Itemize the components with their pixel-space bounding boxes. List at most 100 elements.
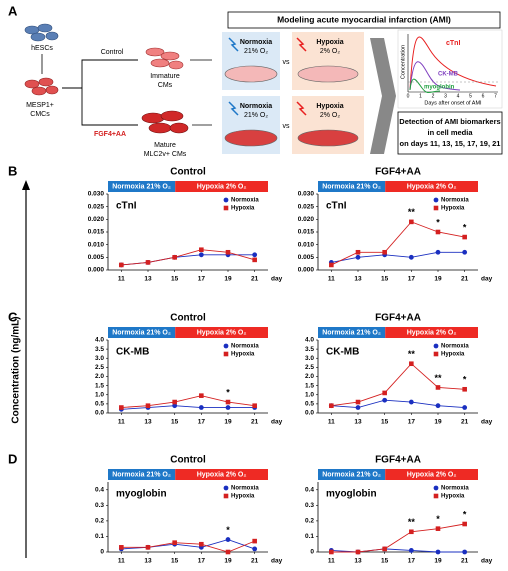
point: [408, 548, 414, 553]
y-tick-label: 0.4: [95, 486, 104, 493]
point: [329, 403, 334, 408]
legend-marker: [223, 343, 229, 349]
immature-cells: [145, 47, 184, 70]
inset-tick-label: 0: [407, 93, 410, 99]
legend-marker: [223, 351, 229, 357]
label: vs: [283, 123, 291, 130]
series-line: [331, 221, 465, 266]
x-tick-label: 17: [408, 276, 416, 283]
point: [355, 549, 361, 555]
y-tick-label: 0.1: [95, 533, 104, 540]
inset-tick-label: 1: [419, 93, 422, 99]
y-tick-label: 0.015: [298, 229, 315, 236]
x-tick-label: 13: [354, 276, 362, 283]
label: myoglobin: [424, 85, 455, 91]
x-tick-label: 11: [328, 419, 335, 426]
legend-label: Hypoxia: [441, 352, 465, 358]
phase-label: Normoxia 21% O₂: [322, 471, 381, 478]
point: [462, 521, 467, 527]
x-unit: day: [271, 558, 283, 565]
significance: *: [463, 222, 467, 232]
legend-marker: [223, 485, 229, 491]
legend-label: Hypoxia: [231, 206, 255, 212]
y-tick-label: 0.1: [305, 533, 314, 540]
series-line: [331, 251, 465, 263]
x-tick-label: 21: [251, 419, 259, 426]
significance: *: [226, 525, 230, 535]
y-tick-label: 0: [100, 549, 104, 556]
point: [329, 549, 334, 555]
y-tick-label: 3.0: [305, 355, 314, 362]
point: [225, 399, 231, 405]
label: MESP1+: [26, 102, 54, 109]
point: [462, 405, 468, 410]
legend-marker: [223, 197, 229, 203]
label: vs: [283, 59, 291, 66]
branch-arrows: [62, 59, 138, 126]
point: [198, 405, 204, 410]
y-tick-label: 0.020: [298, 216, 315, 223]
point: [252, 546, 258, 552]
point: [462, 234, 467, 240]
point: [225, 549, 231, 555]
legend-label: Hypoxia: [231, 352, 255, 358]
significance: **: [408, 349, 416, 359]
phase-label: Hypoxia 2% O₂: [407, 329, 457, 336]
legend-marker: [223, 493, 229, 499]
point: [225, 405, 231, 410]
point: [145, 260, 151, 265]
legend-marker: [223, 205, 229, 211]
significance: *: [463, 375, 467, 385]
y-tick-label: 4.0: [95, 337, 104, 344]
point: [355, 249, 361, 255]
series-line: [331, 523, 465, 553]
label: Mature: [154, 142, 176, 149]
legend-marker: [433, 493, 439, 499]
point: [199, 247, 204, 253]
label: Normoxia: [240, 103, 272, 110]
legend-label: Normoxia: [231, 486, 259, 492]
x-tick-label: 15: [381, 558, 389, 565]
point: [119, 405, 124, 410]
y-tick-label: 0.000: [298, 267, 315, 274]
legend-marker: [433, 343, 439, 349]
inset-tick-label: 6: [482, 93, 485, 99]
x-tick-label: 15: [381, 419, 389, 426]
series-line: [331, 399, 465, 408]
y-tick-label: 1.5: [95, 382, 104, 389]
x-tick-label: 15: [171, 276, 179, 283]
inset-ticks: 0 1 2 3 4 5 6 7: [407, 93, 498, 99]
mature-cells: [141, 110, 189, 134]
x-tick-label: 21: [251, 276, 259, 283]
series-line: [331, 548, 465, 553]
series-line: [121, 395, 255, 408]
chart-title: Control: [170, 167, 206, 178]
legend-label: Normoxia: [231, 198, 259, 204]
y-tick-label: 0.0: [305, 410, 314, 417]
y-tick-label: 0.005: [88, 254, 105, 261]
label: Control: [101, 49, 124, 56]
point: [252, 252, 258, 258]
point: [252, 538, 257, 544]
y-tick-label: 0: [310, 549, 314, 556]
series-line: [331, 363, 465, 407]
point: [435, 249, 441, 255]
x-tick-label: 11: [118, 419, 125, 426]
inset-tick-label: 7: [494, 93, 497, 99]
big-arrow: [370, 38, 396, 154]
title-box: [227, 11, 501, 29]
label: CMCs: [30, 111, 50, 118]
point: [225, 537, 231, 542]
x-unit: day: [271, 419, 283, 426]
y-tick-label: 2.0: [95, 373, 104, 380]
y-tick-label: 0.025: [88, 203, 105, 210]
point: [408, 254, 414, 260]
x-tick-label: 19: [224, 419, 232, 426]
x-tick-label: 19: [434, 558, 442, 565]
phase-bar: [175, 469, 268, 480]
y-tick-label: 0.015: [88, 229, 105, 236]
significance: *: [436, 514, 440, 524]
x-tick-label: 13: [354, 419, 362, 426]
label: 2% O₂: [320, 112, 341, 119]
